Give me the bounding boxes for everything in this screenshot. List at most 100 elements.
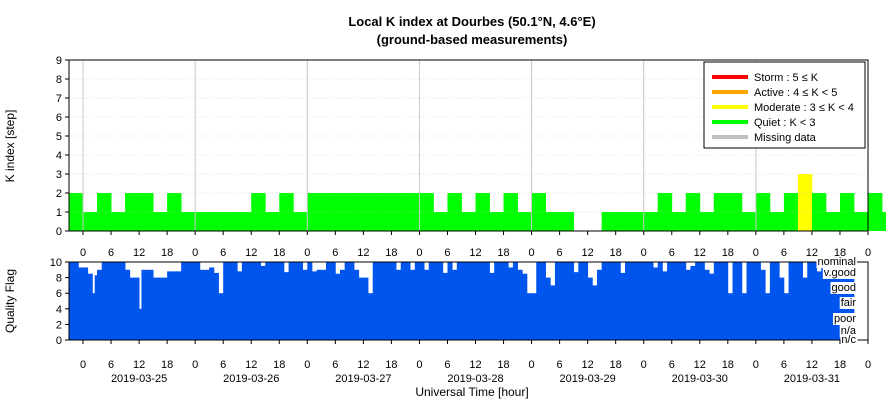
quality-y-tick-label: 0 xyxy=(56,335,62,347)
quality-flag-label: nominal xyxy=(817,256,856,268)
quality-bar xyxy=(741,293,747,340)
k-y-tick-label: 3 xyxy=(56,169,62,181)
quality-flag-label-bg xyxy=(840,334,858,346)
k-y-tick-label: 5 xyxy=(56,131,62,143)
quality-x-tick-label: 18 xyxy=(273,359,285,371)
quality-x-tick-label: 0 xyxy=(80,359,86,371)
quality-bar xyxy=(209,267,215,340)
quality-bar xyxy=(307,262,313,340)
k-bar xyxy=(868,193,883,231)
quality-plot-frame xyxy=(68,261,869,341)
quality-bar xyxy=(522,273,528,340)
legend-label-storm: Storm : 5 ≤ K xyxy=(754,72,819,84)
k-bar xyxy=(839,193,855,231)
quality-bar xyxy=(685,269,691,340)
quality-x-tick-label: 0 xyxy=(192,359,198,371)
quality-bar xyxy=(713,262,729,340)
k-bar xyxy=(293,212,308,231)
k-bar xyxy=(657,193,673,231)
quality-x-tick-label: 18 xyxy=(610,359,622,371)
quality-bar xyxy=(545,277,551,340)
k-x-tick-label: 12 xyxy=(133,247,145,259)
k-y-tick-label: 8 xyxy=(56,74,62,86)
k-bar xyxy=(279,193,294,231)
k-bar xyxy=(783,193,799,231)
k-x-tick-label: 18 xyxy=(385,247,397,259)
quality-bar xyxy=(129,277,140,340)
quality-bar xyxy=(428,262,444,340)
k-bar xyxy=(853,212,869,231)
quality-x-tick-label: 12 xyxy=(469,359,481,371)
quality-bar xyxy=(87,273,93,340)
legend-label-quiet: Quiet : K < 3 xyxy=(754,117,815,129)
k-y-tick-label: 9 xyxy=(56,55,62,67)
quality-bar xyxy=(139,308,142,340)
quality-x-tick-label: 12 xyxy=(582,359,594,371)
quality-bar xyxy=(92,293,96,340)
k-bar xyxy=(741,212,757,231)
quality-x-tick-label: 6 xyxy=(220,359,226,371)
quality-bar xyxy=(288,262,304,340)
k-bar xyxy=(83,212,98,231)
k-x-tick-label: 18 xyxy=(497,247,509,259)
quality-bar xyxy=(410,269,416,340)
quality-x-tick-label: 18 xyxy=(722,359,734,371)
k-bar xyxy=(307,193,322,231)
k-bar xyxy=(391,193,406,231)
quality-bar xyxy=(821,265,827,340)
k-bar xyxy=(363,193,378,231)
quality-bar xyxy=(354,269,360,340)
k-x-tick-label: 6 xyxy=(220,247,226,259)
quality-bar xyxy=(578,262,589,340)
quality-bar xyxy=(526,293,537,340)
x-axis-label: Universal Time [hour] xyxy=(415,385,528,399)
quality-bar xyxy=(78,267,89,340)
quality-x-tick-label: 0 xyxy=(416,359,422,371)
quality-y-tick-label: 6 xyxy=(56,288,62,300)
quality-bar xyxy=(167,271,182,340)
legend-label-moderate: Moderate : 3 ≤ K < 4 xyxy=(754,102,854,114)
quality-bar xyxy=(596,269,603,340)
quality-y-tick-label: 10 xyxy=(50,257,62,269)
quality-x-tick-label: 18 xyxy=(385,359,397,371)
quality-bar xyxy=(769,262,780,340)
quality-bar xyxy=(141,269,154,340)
quality-bar xyxy=(237,271,243,340)
k-x-tick-label: 0 xyxy=(865,247,871,259)
k-x-tick-label: 6 xyxy=(108,247,114,259)
quality-bar xyxy=(573,272,579,340)
quality-bar xyxy=(414,262,425,340)
quality-bar xyxy=(788,262,803,340)
k-bar xyxy=(629,212,645,231)
k-bar xyxy=(769,212,785,231)
k-bar xyxy=(755,193,771,231)
k-bar xyxy=(195,212,210,231)
quality-bar xyxy=(709,273,715,340)
quality-bar xyxy=(601,262,621,340)
k-x-tick-label: 0 xyxy=(192,247,198,259)
k-bar xyxy=(685,193,701,231)
k-bar xyxy=(433,212,448,231)
k-bar xyxy=(643,212,659,231)
quality-flag-label-bg xyxy=(822,267,857,279)
quality-flag-label-bg xyxy=(830,282,857,294)
k-x-tick-label: 0 xyxy=(304,247,310,259)
quality-bar xyxy=(335,273,341,340)
quality-x-tick-label: 6 xyxy=(444,359,450,371)
quality-y-tick-label: 2 xyxy=(56,319,62,331)
k-bar xyxy=(517,212,532,231)
quality-bar xyxy=(727,293,733,340)
k-x-tick-label: 12 xyxy=(469,247,481,259)
k-x-tick-label: 6 xyxy=(557,247,563,259)
k-x-tick-label: 12 xyxy=(806,247,818,259)
quality-bar xyxy=(125,269,131,340)
quality-bar xyxy=(97,269,103,340)
quality-bar xyxy=(218,293,224,340)
quality-bar xyxy=(512,262,518,340)
quality-x-tick-label: 18 xyxy=(497,359,509,371)
k-x-tick-label: 12 xyxy=(357,247,369,259)
quality-bar xyxy=(802,277,808,340)
legend-label-missing: Missing data xyxy=(754,132,817,144)
